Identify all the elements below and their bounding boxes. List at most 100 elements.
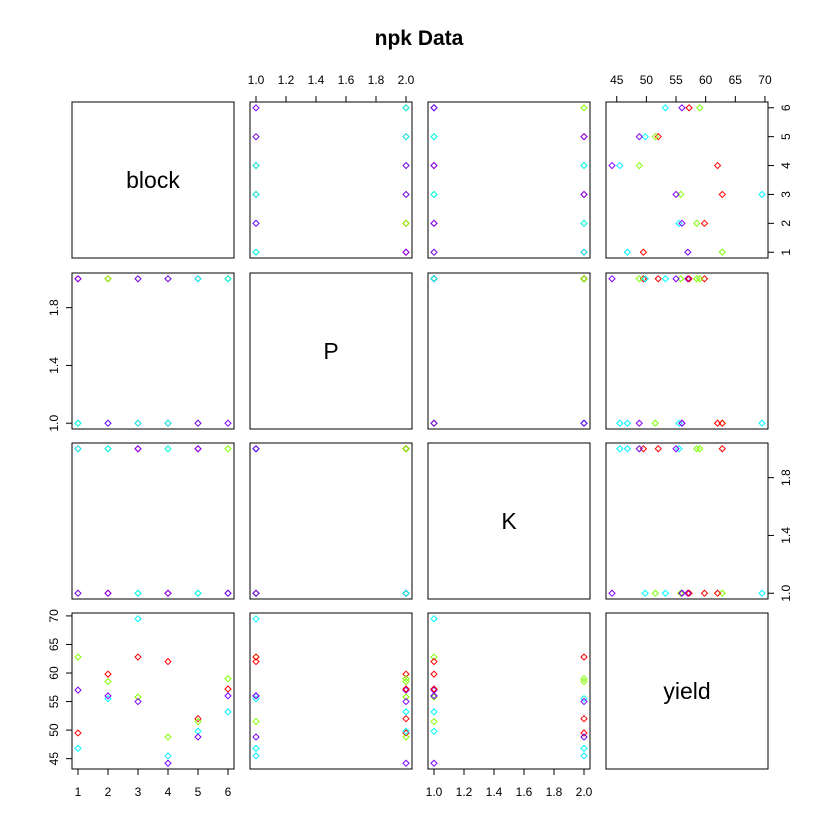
data-point	[431, 276, 437, 282]
panel-P-vs-block	[72, 273, 234, 429]
data-point	[165, 446, 171, 452]
data-point	[431, 420, 437, 426]
data-point	[403, 191, 409, 197]
y-tick-label: 65	[47, 637, 61, 651]
data-point	[581, 745, 587, 751]
x-tick-label: 50	[640, 73, 654, 87]
panel-frame	[606, 102, 768, 258]
data-point	[581, 134, 587, 140]
data-point	[253, 745, 259, 751]
x-tick-label: 2.0	[398, 73, 415, 87]
panel-yield-vs-yield: yield	[606, 613, 768, 769]
panel-block-vs-P	[250, 102, 412, 258]
panel-block-vs-yield	[606, 102, 768, 258]
data-point	[662, 276, 668, 282]
data-point	[253, 446, 259, 452]
data-point	[679, 105, 685, 111]
data-point	[105, 276, 111, 282]
data-point	[253, 446, 259, 452]
y-tick-label: 1.8	[779, 469, 793, 486]
panel-frame	[606, 443, 768, 599]
panel-yield-vs-block	[72, 613, 234, 769]
x-tick-label: 55	[669, 73, 683, 87]
data-point	[403, 134, 409, 140]
data-point	[403, 590, 409, 596]
data-point	[165, 420, 171, 426]
y-tick-label: 1.4	[47, 357, 61, 374]
data-point	[431, 760, 437, 766]
y-tick-label: 3	[779, 191, 793, 198]
x-tick-label: 1.2	[278, 73, 295, 87]
data-point	[403, 191, 409, 197]
panel-frame	[606, 273, 768, 429]
data-point	[225, 276, 231, 282]
data-point	[105, 671, 111, 677]
data-point	[624, 249, 630, 255]
data-point	[431, 163, 437, 169]
data-point	[701, 590, 707, 596]
data-point	[135, 590, 141, 596]
y-tick-label: 45	[47, 752, 61, 766]
data-point	[581, 276, 587, 282]
panel-P-vs-K	[428, 273, 590, 429]
data-point	[165, 753, 171, 759]
x-tick-label: 1.6	[516, 785, 533, 799]
data-point	[403, 590, 409, 596]
x-tick-label: 5	[195, 785, 202, 799]
data-point	[403, 105, 409, 111]
data-point	[581, 276, 587, 282]
data-point	[431, 420, 437, 426]
x-axis-top-yield: 45 50 55 60 65 70	[610, 73, 772, 102]
data-point	[253, 590, 259, 596]
y-tick-label: 6	[779, 104, 793, 111]
data-point	[431, 134, 437, 140]
data-point	[253, 590, 259, 596]
data-point	[165, 760, 171, 766]
data-point	[581, 220, 587, 226]
data-point	[431, 249, 437, 255]
data-point	[403, 446, 409, 452]
data-point	[75, 446, 81, 452]
data-point	[75, 276, 81, 282]
panel-K-vs-P	[250, 443, 412, 599]
data-point	[165, 420, 171, 426]
panel-K-vs-K: K	[428, 443, 590, 599]
data-point	[135, 590, 141, 596]
data-point	[225, 676, 231, 682]
data-point	[225, 276, 231, 282]
data-point	[253, 134, 259, 140]
data-point	[403, 163, 409, 169]
data-point	[686, 105, 692, 111]
data-point	[253, 616, 259, 622]
data-point	[636, 420, 642, 426]
data-point	[105, 679, 111, 685]
data-point	[715, 163, 721, 169]
data-point	[403, 709, 409, 715]
panel-block-vs-block: block	[72, 102, 234, 258]
y-axis-right-block: 123456	[768, 104, 793, 255]
data-point	[719, 249, 725, 255]
data-point	[403, 590, 409, 596]
y-tick-label: 4	[779, 162, 793, 169]
data-point	[636, 163, 642, 169]
data-point	[165, 659, 171, 665]
panel-P-vs-P: P	[250, 273, 412, 429]
data-point	[195, 420, 201, 426]
data-point	[624, 446, 630, 452]
panel-frame	[428, 273, 590, 429]
panel-frame	[72, 613, 234, 769]
data-point	[225, 420, 231, 426]
y-axis-left-yield: 455055606570	[47, 609, 72, 765]
data-point	[135, 446, 141, 452]
data-point	[253, 753, 259, 759]
data-point	[225, 590, 231, 596]
data-point	[403, 249, 409, 255]
data-point	[431, 220, 437, 226]
y-axis-right-K: 1.01.41.8	[768, 469, 793, 602]
data-point	[431, 249, 437, 255]
data-point	[581, 134, 587, 140]
panel-K-vs-block	[72, 443, 234, 599]
data-point	[75, 590, 81, 596]
data-point	[403, 249, 409, 255]
x-tick-label: 65	[729, 73, 743, 87]
